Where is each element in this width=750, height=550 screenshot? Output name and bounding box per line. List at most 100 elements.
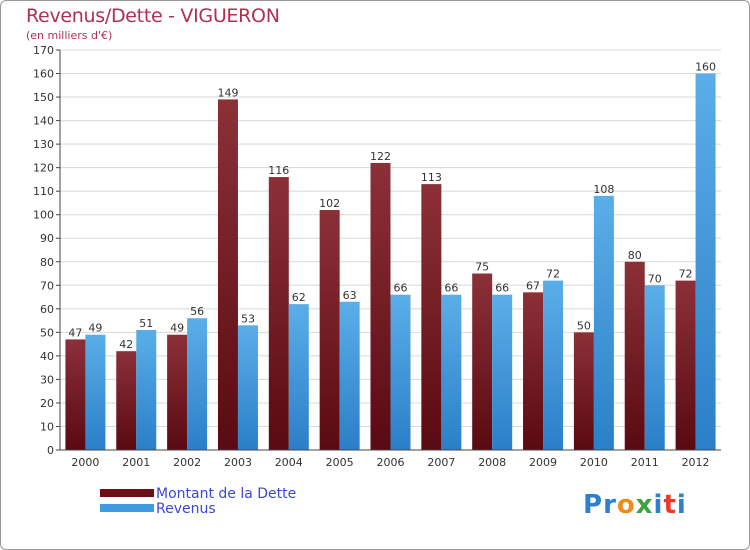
- x-tick-label: 2004: [275, 456, 303, 469]
- x-tick-label: 2009: [529, 456, 557, 469]
- bar-revenus: [593, 195, 614, 450]
- data-label-debt: 80: [628, 249, 642, 262]
- chart-subtitle: (en milliers d'€): [26, 29, 113, 42]
- bar-revenus: [644, 285, 665, 450]
- data-label-debt: 75: [475, 261, 489, 274]
- legend-label-revenus: Revenus: [156, 501, 216, 517]
- logo-letter: P: [583, 490, 604, 520]
- bar-debt: [523, 292, 544, 450]
- bars: [65, 73, 716, 451]
- bar-debt: [675, 280, 696, 450]
- logo-letter: x: [635, 490, 654, 520]
- legend-label-debt: Montant de la Dette: [156, 486, 297, 502]
- y-tick-label: 110: [33, 185, 54, 198]
- data-label-debt: 149: [217, 86, 238, 99]
- y-tick-label: 140: [33, 115, 54, 128]
- data-label-debt: 42: [119, 338, 133, 351]
- x-tick-label: 2008: [478, 456, 506, 469]
- bar-debt: [268, 177, 289, 450]
- logo-letter: o: [616, 490, 636, 520]
- y-tick-label: 90: [40, 232, 54, 245]
- data-label-revenus: 56: [190, 305, 204, 318]
- y-tick-label: 150: [33, 91, 54, 104]
- x-tick-label: 2010: [580, 456, 608, 469]
- x-tick-label: 2012: [682, 456, 710, 469]
- bar-revenus: [492, 294, 513, 450]
- legend-swatch-debt: [100, 489, 154, 497]
- bar-debt: [573, 332, 594, 450]
- data-label-revenus: 72: [546, 268, 560, 281]
- bar-revenus: [85, 334, 106, 450]
- bar-debt: [65, 339, 86, 450]
- x-tick-label: 2011: [631, 456, 659, 469]
- bar-revenus: [543, 280, 564, 450]
- bar-debt: [472, 273, 493, 450]
- data-label-revenus: 63: [343, 289, 357, 302]
- data-label-revenus: 62: [292, 291, 306, 304]
- data-label-debt: 49: [170, 322, 184, 335]
- data-label-debt: 122: [370, 150, 391, 163]
- chart-title: Revenus/Dette - VIGUERON: [26, 5, 280, 27]
- y-tick-label: 100: [33, 209, 54, 222]
- data-label-revenus: 49: [88, 322, 102, 335]
- data-label-revenus: 53: [241, 312, 255, 325]
- bar-debt: [319, 210, 340, 450]
- data-label-debt: 102: [319, 197, 340, 210]
- bar-revenus: [339, 301, 360, 450]
- bar-debt: [421, 184, 442, 450]
- proxiti-logo: Proxiti: [583, 490, 687, 520]
- data-label-revenus: 70: [648, 272, 662, 285]
- bar-revenus: [695, 73, 716, 450]
- bar-revenus: [390, 294, 411, 450]
- data-label-debt: 47: [68, 326, 82, 339]
- y-tick-label: 10: [40, 420, 54, 433]
- y-tick-label: 80: [40, 256, 54, 269]
- y-tick-label: 30: [40, 373, 54, 386]
- logo-letter: r: [603, 490, 617, 520]
- x-tick-label: 2007: [427, 456, 455, 469]
- data-labels: 47 49 42 51 49 56 149 53 116 62 102 63 122 66 113 66 75 6…: [68, 61, 716, 352]
- x-tick-label: 2006: [377, 456, 405, 469]
- data-label-revenus: 66: [495, 282, 509, 295]
- axes: 0 10 20 30 40 50 60 70 80 90 100 110 120 130 140 150 160…: [33, 44, 721, 469]
- data-label-revenus: 66: [444, 282, 458, 295]
- logo-letter: i: [653, 490, 664, 520]
- data-label-debt: 113: [421, 171, 442, 184]
- x-tick-label: 2002: [173, 456, 201, 469]
- data-label-debt: 67: [526, 279, 540, 292]
- bar-debt: [370, 162, 391, 451]
- y-tick-label: 0: [47, 444, 54, 457]
- x-tick-label: 2003: [224, 456, 252, 469]
- logo-letter: i: [676, 490, 687, 520]
- x-tick-label: 2005: [326, 456, 354, 469]
- x-tick-label: 2000: [71, 456, 99, 469]
- bar-debt: [116, 351, 137, 450]
- bar-debt: [167, 334, 188, 450]
- bar-revenus: [441, 294, 462, 450]
- bar-revenus: [237, 325, 258, 450]
- y-tick-label: 120: [33, 162, 54, 175]
- bar-revenus: [288, 304, 309, 450]
- y-tick-label: 60: [40, 303, 54, 316]
- y-tick-label: 170: [33, 44, 54, 57]
- logo-letter: t: [663, 490, 677, 520]
- bar-revenus: [136, 330, 157, 450]
- y-tick-label: 50: [40, 326, 54, 339]
- data-label-debt: 50: [577, 319, 591, 332]
- y-tick-label: 20: [40, 397, 54, 410]
- legend-swatch-revenus: [100, 504, 154, 512]
- data-label-revenus: 51: [139, 317, 153, 330]
- data-label-revenus: 160: [695, 61, 716, 74]
- bar-revenus: [187, 318, 208, 450]
- bar-debt: [217, 99, 238, 450]
- data-label-debt: 116: [268, 164, 289, 177]
- y-tick-label: 40: [40, 350, 54, 363]
- bar-debt: [624, 261, 645, 450]
- data-label-revenus: 66: [394, 282, 408, 295]
- data-label-debt: 72: [679, 268, 693, 281]
- y-tick-label: 130: [33, 138, 54, 151]
- data-label-revenus: 108: [593, 183, 614, 196]
- x-tick-label: 2001: [122, 456, 150, 469]
- y-tick-label: 70: [40, 279, 54, 292]
